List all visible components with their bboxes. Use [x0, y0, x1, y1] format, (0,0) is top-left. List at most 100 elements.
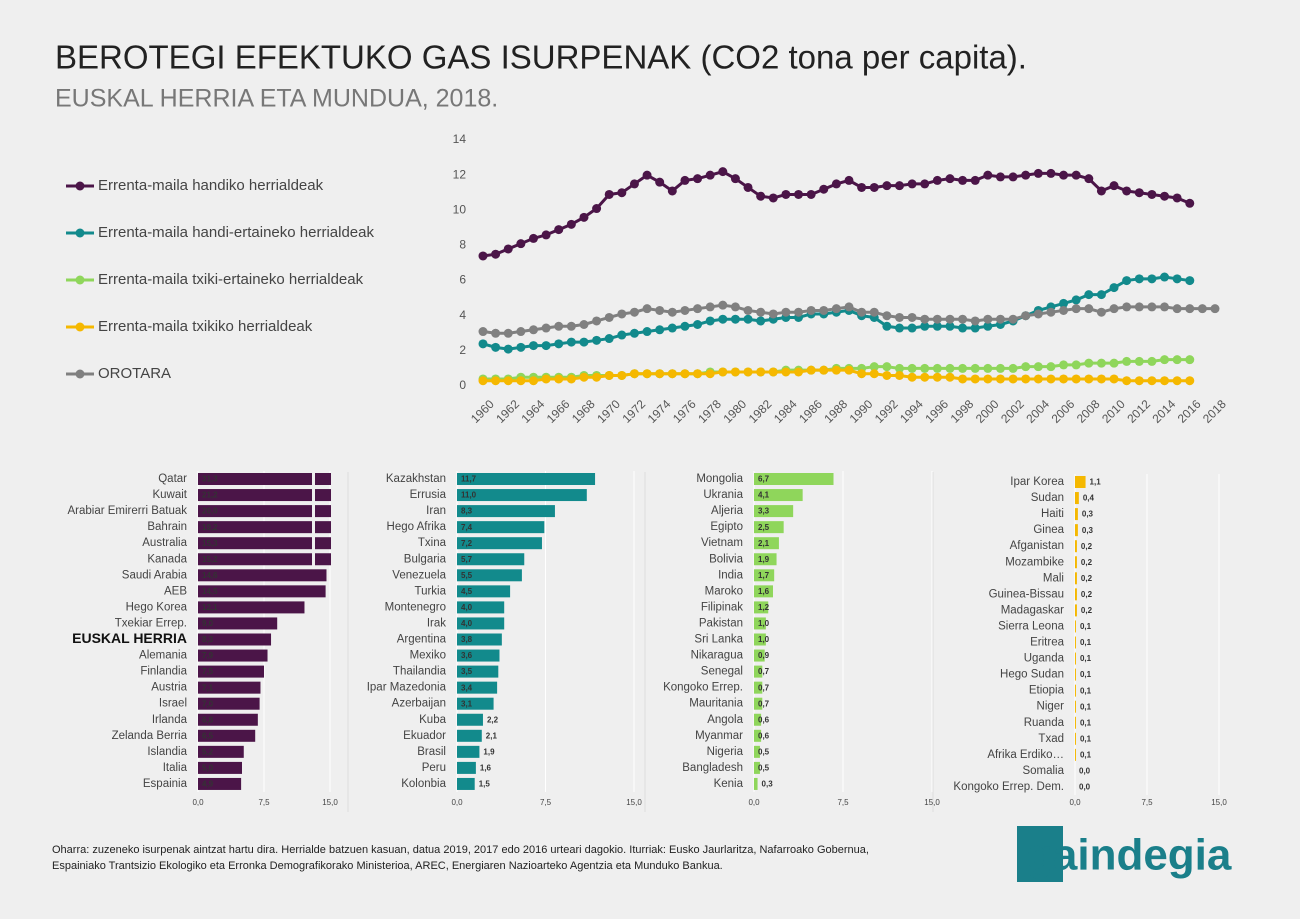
x-tick-label: 7,5: [1141, 798, 1153, 807]
category-label: Afrika Erdiko…: [987, 749, 1064, 761]
point: [894, 323, 904, 333]
point: [920, 179, 930, 189]
point: [629, 179, 639, 189]
category-label: Zelanda Berria: [112, 730, 188, 742]
bar: [198, 761, 242, 774]
value-label: 0,1: [1080, 702, 1092, 711]
x-tick-label: 2004: [1023, 397, 1052, 426]
value-label: 0,1: [1080, 622, 1092, 631]
bar: [457, 729, 482, 742]
bar: [754, 697, 763, 710]
bar: [198, 537, 331, 550]
point: [1109, 304, 1119, 314]
value-label: 7,1: [202, 683, 214, 692]
value-label: 1,0: [758, 635, 770, 644]
point: [932, 321, 942, 331]
y-tick-label: 8: [459, 238, 466, 252]
bar: [198, 777, 242, 790]
bar: [1075, 700, 1076, 713]
category-label: Myanmar: [695, 730, 743, 742]
value-label: 0,2: [1081, 542, 1093, 551]
x-tick-label: 1994: [897, 397, 926, 426]
legend-label: Errenta-maila txiki-ertaineko herrialdea…: [98, 271, 364, 288]
value-label: 0,5: [758, 747, 770, 756]
value-label: 1,6: [480, 764, 492, 773]
point: [1185, 355, 1195, 365]
point: [1059, 298, 1069, 308]
point: [566, 374, 576, 384]
category-label: Qatar: [158, 473, 187, 485]
point: [1046, 307, 1056, 317]
value-label: 5,5: [461, 571, 473, 580]
bar: [1075, 540, 1077, 553]
category-label: Argentina: [397, 634, 447, 646]
point: [794, 367, 804, 377]
point: [1185, 376, 1195, 386]
x-tick-label: 1962: [493, 397, 522, 426]
point: [806, 365, 816, 375]
point: [1033, 168, 1043, 178]
point: [718, 167, 728, 177]
value-label: 0,1: [1080, 670, 1092, 679]
point: [1185, 276, 1195, 286]
category-label: Ruanda: [1024, 717, 1065, 729]
category-label: Kongoko Errep.: [663, 682, 743, 694]
value-label: 1,2: [758, 603, 770, 612]
point: [907, 372, 917, 382]
category-label: Sudan: [1031, 492, 1064, 504]
point: [617, 309, 627, 319]
bar-break: [312, 520, 315, 535]
category-label: Kuba: [419, 714, 446, 726]
point: [945, 314, 955, 324]
legend-dot: [75, 228, 85, 238]
point: [617, 188, 627, 198]
bar: [1075, 636, 1076, 649]
value-label: 7,0: [202, 699, 214, 708]
bar: [457, 553, 525, 566]
value-label: 1,0: [758, 619, 770, 628]
point: [528, 325, 538, 335]
point: [1122, 376, 1132, 386]
category-label: Venezuela: [392, 569, 446, 581]
point: [705, 316, 715, 326]
point: [894, 181, 904, 191]
point: [1122, 186, 1132, 196]
value-label: 0,2: [1081, 606, 1093, 615]
x-tick-label: 15,0: [1211, 798, 1227, 807]
point: [554, 321, 564, 331]
point: [945, 372, 955, 382]
point: [1197, 304, 1207, 314]
point: [1185, 198, 1195, 208]
point: [844, 365, 854, 375]
point: [983, 321, 993, 331]
point: [1210, 304, 1220, 314]
category-label: Ipar Mazedonia: [367, 682, 447, 694]
x-tick-label: 2010: [1099, 397, 1128, 426]
point: [1160, 191, 1170, 201]
point: [541, 323, 551, 333]
x-tick-label: 2002: [998, 397, 1027, 426]
category-label: Mozambike: [1005, 556, 1064, 568]
point: [655, 325, 665, 335]
value-label: 1,5: [479, 780, 491, 789]
point: [705, 170, 715, 180]
category-label: Irak: [427, 617, 446, 629]
value-label: 0,7: [758, 683, 770, 692]
x-tick-label: 1964: [519, 397, 548, 426]
point: [705, 302, 715, 312]
x-tick-label: 1978: [695, 397, 724, 426]
point: [1147, 302, 1157, 312]
point: [1059, 305, 1069, 315]
point: [907, 323, 917, 333]
point: [806, 189, 816, 199]
legend-label: OROTARA: [98, 365, 171, 382]
point: [932, 363, 942, 373]
bar: [198, 553, 331, 566]
point: [579, 320, 589, 329]
x-tick-label: 1976: [670, 397, 699, 426]
value-label: 15,3: [202, 539, 218, 548]
point: [655, 177, 665, 187]
value-label: 0,3: [1082, 510, 1094, 519]
value-label: 3,3: [758, 507, 770, 516]
point: [1109, 374, 1119, 384]
